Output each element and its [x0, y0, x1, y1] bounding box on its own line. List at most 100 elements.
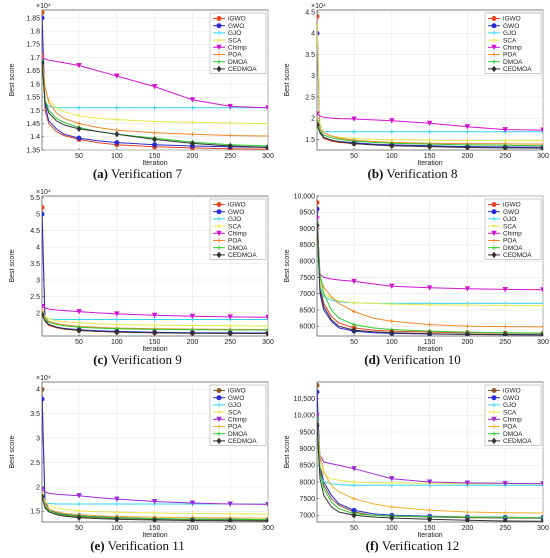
legend-entry-label: DMOA	[228, 245, 248, 252]
y-tick-label: 7000	[299, 513, 315, 520]
y-tick-label: 1.8	[30, 29, 40, 36]
series-line	[317, 221, 543, 334]
series-line	[42, 60, 268, 147]
data-point	[317, 226, 320, 231]
legend-marker	[216, 201, 222, 207]
data-point	[540, 518, 543, 522]
series-line	[317, 228, 543, 328]
data-point	[540, 330, 543, 336]
legend-entry-label: CEDMOA	[228, 66, 257, 73]
chart-f: 50 100 150 200 250 300 7000 7500 8000 8500 9000 950…	[284, 381, 549, 538]
data-point	[42, 205, 45, 211]
legend-entry-label: iGWO	[503, 202, 521, 209]
legend-marker	[491, 52, 497, 57]
series-line	[317, 118, 543, 145]
y-tick-label: 9500	[299, 429, 315, 436]
legend-marker	[491, 402, 497, 408]
y-exponent-label: ×10⁴	[36, 375, 51, 382]
series-dmoa	[42, 310, 268, 333]
y-tick-label: 10,000	[294, 193, 316, 200]
caption-text: Verification 10	[383, 352, 461, 367]
legend-marker	[491, 238, 497, 243]
data-point	[540, 127, 543, 133]
x-tick-label: 100	[386, 339, 398, 346]
series-line	[42, 491, 268, 515]
series-line	[42, 309, 268, 327]
x-tick-label: 50	[75, 525, 83, 532]
data-point	[152, 130, 157, 136]
chart-c: 50 100 150 200 250 300 2 2.5 3 3.5 4 4.5 5 5.5×10⁴ Ite…	[9, 189, 274, 352]
legend-entry-label: GWO	[228, 209, 244, 216]
data-point	[42, 15, 45, 21]
legend-entry-label: DMOA	[503, 59, 523, 66]
data-point	[389, 329, 395, 336]
legend-marker	[491, 23, 497, 29]
caption-c: (c) Verification 9	[0, 352, 275, 368]
legend-marker	[216, 44, 222, 51]
data-point	[152, 516, 158, 522]
data-point	[114, 73, 120, 79]
legend-entry-label: POA	[503, 52, 517, 59]
data-point	[317, 206, 320, 212]
data-point	[351, 466, 357, 472]
legend-marker	[491, 44, 497, 51]
data-point	[228, 120, 233, 126]
legend-marker	[216, 209, 222, 215]
y-tick-label: 3.5	[30, 411, 40, 418]
series-line	[317, 218, 543, 291]
y-axis-label: Best score	[284, 63, 291, 96]
caption-label: (e)	[90, 538, 105, 553]
legend-entry-label: SCA	[228, 409, 242, 416]
x-axis-label: Iteration	[417, 346, 442, 352]
caption-a: (a) Verification 7	[0, 166, 275, 182]
data-point	[42, 486, 45, 493]
legend-marker	[216, 387, 222, 393]
y-tick-label: 4.5	[305, 10, 315, 17]
data-point	[351, 512, 357, 519]
y-exponent-label: ×10⁴	[311, 3, 326, 10]
caption-text: Verification 11	[107, 538, 185, 553]
data-point	[464, 517, 471, 522]
data-point	[76, 113, 82, 118]
data-point	[76, 62, 82, 69]
legend-entry-label: POA	[228, 424, 242, 431]
data-point	[151, 84, 158, 90]
legend-marker	[491, 245, 497, 250]
y-tick-label: 4	[311, 31, 315, 38]
y-tick-label: 1.85	[26, 15, 40, 22]
data-point	[351, 300, 357, 305]
caption-label: (d)	[364, 352, 381, 367]
series-cedmoa	[317, 222, 543, 336]
y-axis-label: Best score	[284, 435, 291, 468]
data-point	[190, 131, 195, 137]
data-point	[42, 303, 45, 310]
data-point	[464, 144, 471, 150]
data-point	[317, 382, 320, 388]
y-tick-label: 1.5	[30, 108, 40, 115]
x-tick-label: 300	[262, 525, 274, 532]
data-point	[317, 232, 320, 238]
x-axis-label: Iteration	[142, 346, 167, 352]
data-point	[351, 116, 357, 122]
series-chimp	[317, 412, 543, 487]
y-axis-label: Best score	[9, 63, 16, 96]
data-point	[317, 389, 320, 395]
x-tick-label: 300	[537, 153, 549, 160]
y-tick-label: 6500	[299, 307, 315, 314]
data-point	[502, 144, 508, 150]
data-point	[540, 483, 543, 488]
data-point	[190, 511, 195, 516]
y-tick-label: 8000	[299, 479, 315, 486]
data-point	[265, 327, 268, 332]
legend-entry-label: SCA	[503, 409, 517, 416]
data-point	[317, 229, 320, 235]
legend-entry-label: GWO	[503, 209, 519, 216]
legend-entry-label: Chimp	[503, 45, 522, 52]
data-point	[189, 97, 196, 103]
data-point	[317, 422, 320, 429]
caption-f: (f) Verification 12	[275, 538, 550, 554]
legend-marker	[216, 402, 222, 408]
series-line	[42, 57, 268, 109]
